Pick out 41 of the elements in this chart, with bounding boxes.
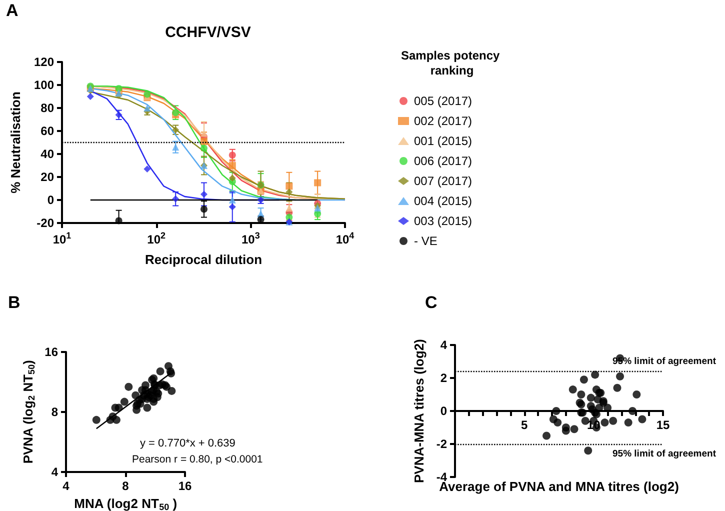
ref-line-label: 95% limit of agreement bbox=[612, 448, 717, 460]
legend-label: 006 (2017) bbox=[414, 154, 472, 168]
y-tick-label: 16 bbox=[44, 345, 58, 359]
x-tick-label: 4 bbox=[62, 479, 70, 493]
x-tick-label: 5 bbox=[520, 418, 528, 432]
text: C bbox=[425, 293, 438, 312]
text: B bbox=[8, 293, 20, 312]
y-tick-label: 0 bbox=[440, 404, 448, 418]
legend-label: 002 (2017) bbox=[414, 114, 472, 128]
y-tick-label: 60 bbox=[40, 124, 54, 138]
x-tick-label: 16 bbox=[178, 479, 192, 493]
y-tick-label: -20 bbox=[36, 216, 54, 230]
legend-label: 004 (2015) bbox=[414, 194, 472, 208]
legend-label: 005 (2017) bbox=[414, 94, 472, 108]
y-axis-title: PVNA-MNA titres (log2) bbox=[411, 339, 426, 483]
y-tick-label: 2 bbox=[440, 371, 448, 385]
y-tick-label: 0 bbox=[47, 193, 54, 207]
y-axis-title: % Neutralisation bbox=[8, 92, 23, 194]
legend-label: 007 (2017) bbox=[414, 174, 472, 188]
annotation: Pearson r = 0.80, p <0.0001 bbox=[132, 454, 263, 466]
y-tick-label: 4 bbox=[51, 465, 58, 479]
chart-title: CCHFV/VSV bbox=[165, 24, 251, 41]
y-tick-label: 40 bbox=[40, 147, 54, 161]
annotation: y = 0.770*x + 0.639 bbox=[140, 438, 236, 450]
x-tick-label: 15 bbox=[656, 418, 670, 432]
y-tick-label: 8 bbox=[51, 405, 58, 419]
legend-title: Samples potency ranking bbox=[400, 48, 504, 78]
legend-label: 003 (2015) bbox=[414, 214, 472, 228]
ref-line-label: 95% limit of agreement bbox=[612, 356, 717, 367]
y-tick-label: 20 bbox=[40, 170, 54, 184]
y-tick-label: -2 bbox=[436, 437, 448, 451]
legend-label: 001 (2015) bbox=[414, 134, 472, 148]
x-axis-title: Reciprocal dilution bbox=[144, 252, 262, 267]
y-tick-label: 120 bbox=[34, 55, 54, 69]
y-tick-label: 4 bbox=[440, 338, 448, 352]
legend-label: - VE bbox=[414, 234, 438, 248]
text: A bbox=[6, 1, 18, 20]
x-tick-label: 8 bbox=[122, 479, 130, 493]
y-axis-title: PVNA (log2 NT50) bbox=[20, 360, 36, 464]
y-tick-label: 80 bbox=[40, 101, 54, 115]
y-tick-label: 100 bbox=[34, 78, 54, 92]
